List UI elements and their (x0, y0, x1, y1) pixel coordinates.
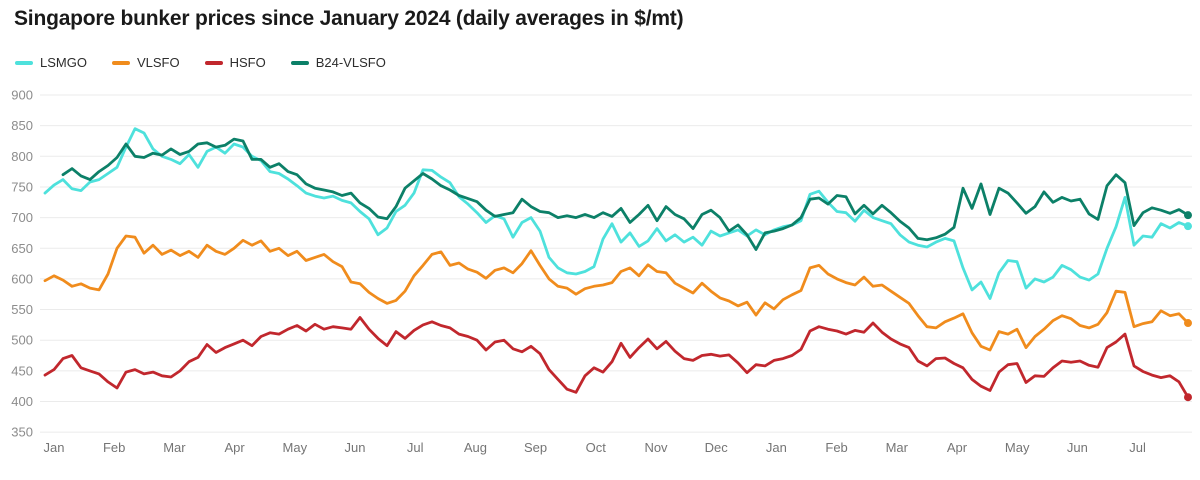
series-vlsfo-end-dot (1184, 319, 1192, 328)
y-axis-labels: 350 400 450 500 550 600 650 700 750 800 850 900 (11, 88, 33, 440)
x-tick-6-jul: Jul (407, 440, 424, 455)
x-tick-13-feb: Feb (825, 440, 847, 455)
y-tick-600: 600 (11, 271, 33, 286)
y-tick-900: 900 (11, 88, 33, 103)
series-lsmgo-end-dot (1184, 222, 1192, 231)
x-tick-16-may: May (1005, 440, 1030, 455)
x-tick-4-may: May (283, 440, 308, 455)
series-b24-vlsfo-line (61, 137, 1190, 251)
x-tick-5-jun: Jun (345, 440, 366, 455)
legend-item-vlsfo: VLSFO (111, 55, 180, 70)
legend-label-b24-vlsfo: B24-VLSFO (315, 55, 386, 70)
x-tick-15-apr: Apr (947, 440, 968, 455)
x-tick-0-jan: Jan (44, 440, 65, 455)
y-tick-850: 850 (11, 118, 33, 133)
y-tick-500: 500 (11, 333, 33, 348)
y-tick-800: 800 (11, 149, 33, 164)
b24-vlsfo-swatch-icon (290, 60, 309, 65)
y-tick-750: 750 (11, 179, 33, 194)
x-tick-11-dec: Dec (705, 440, 729, 455)
x-tick-9-oct: Oct (586, 440, 607, 455)
series-b24-vlsfo-end-dot (1184, 211, 1192, 220)
y-tick-650: 650 (11, 241, 33, 256)
legend-item-lsmgo: LSMGO (15, 55, 87, 70)
x-tick-17-jun: Jun (1067, 440, 1088, 455)
hsfo-swatch-icon (204, 60, 223, 65)
series-lsmgo-line (43, 127, 1190, 300)
y-tick-450: 450 (11, 363, 33, 378)
series-vlsfo-line (43, 234, 1190, 352)
y-tick-350: 350 (11, 425, 33, 440)
chart-title: Singapore bunker prices since January 20… (14, 7, 684, 30)
x-tick-1-feb: Feb (103, 440, 125, 455)
x-tick-12-jan: Jan (766, 440, 787, 455)
legend-label-hsfo: HSFO (229, 55, 266, 70)
y-tick-700: 700 (11, 210, 33, 225)
x-tick-2-mar: Mar (163, 440, 186, 455)
legend: LSMGO VLSFO HSFO B24-VLSFO (15, 55, 386, 70)
series-hsfo-end-dot (1184, 393, 1192, 402)
x-tick-10-nov: Nov (644, 440, 668, 455)
series-hsfo-line (43, 316, 1190, 399)
x-tick-18-jul: Jul (1129, 440, 1146, 455)
lsmgo-swatch-icon (15, 60, 33, 65)
x-tick-8-sep: Sep (524, 440, 547, 455)
y-tick-550: 550 (11, 302, 33, 317)
legend-item-b24-vlsfo: B24-VLSFO (290, 55, 386, 70)
x-tick-3-apr: Apr (224, 440, 245, 455)
x-tick-7-aug: Aug (464, 440, 487, 455)
x-tick-14-mar: Mar (886, 440, 909, 455)
y-tick-400: 400 (11, 394, 33, 409)
x-axis-labels: Jan Feb Mar Apr May Jun Jul Aug Sep Oct Nov Dec Jan F… (44, 440, 1147, 455)
legend-label-vlsfo: VLSFO (136, 55, 180, 70)
vlsfo-swatch-icon (111, 60, 130, 65)
legend-item-hsfo: HSFO (204, 55, 266, 70)
legend-label-lsmgo: LSMGO (40, 55, 87, 70)
